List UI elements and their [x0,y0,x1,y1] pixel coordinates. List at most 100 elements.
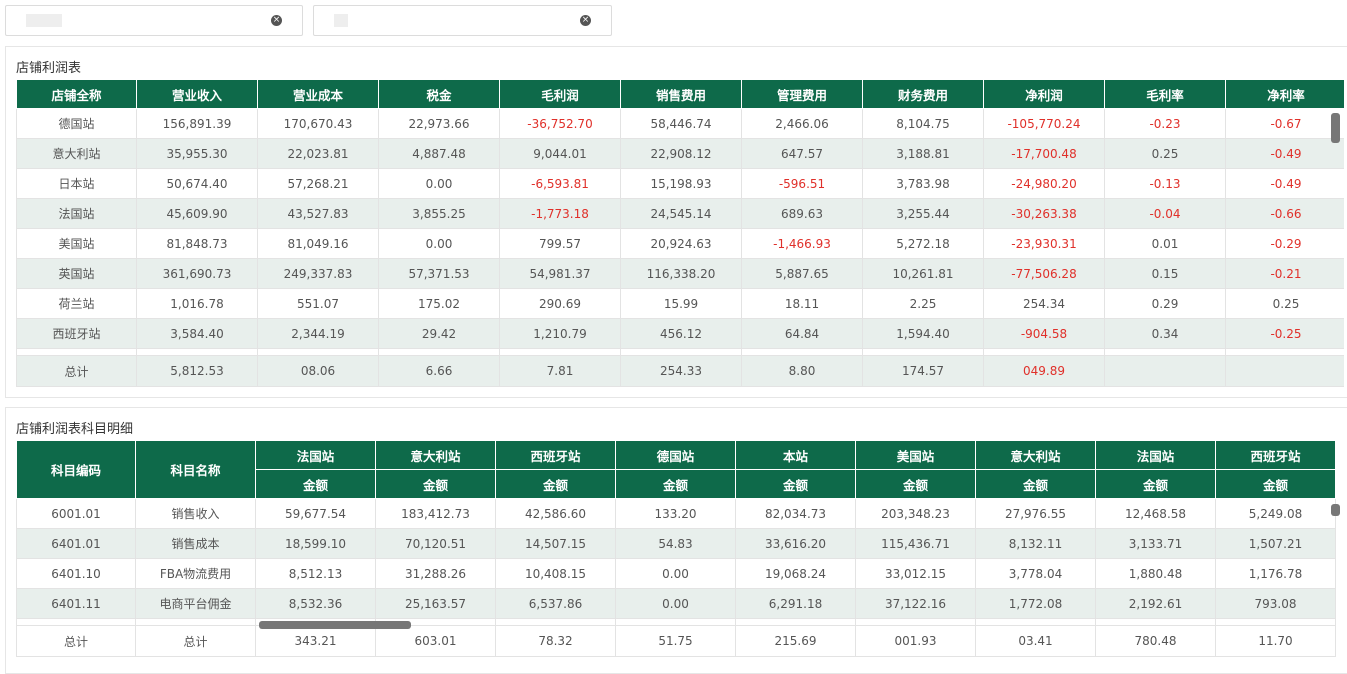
filter-input[interactable]: × [313,5,612,36]
clear-button[interactable]: × [271,15,282,26]
sub-header: 金额 [1095,469,1216,499]
table-cell: 1,210.79 [499,318,621,349]
table-cell: 0.00 [378,228,500,259]
table-cell [136,348,258,356]
column-header: 科目名称 [135,441,256,499]
table-row: 英国站 361,690.73 249,337.83 57,371.53 54,981.3… [16,258,1344,289]
table-cell: 174.57 [862,355,984,387]
table-row: 西班牙站 3,584.40 2,344.19 29.42 1,210.79 456.12 6… [16,318,1344,349]
filter-input[interactable]: × [5,5,303,36]
header-row: 店铺全称 营业收入 营业成本 税金 毛利润 销售费用 管理费用 财务费用 净利润 毛利率 净利率 [16,80,1344,109]
table-cell: 0.01 [1104,228,1226,259]
table-cell: -1,466.93 [741,228,863,259]
table-cell: 689.63 [741,198,863,229]
table-cell: 14,507.15 [495,528,616,559]
table-cell: 03.41 [975,625,1096,657]
table-cell: 551.07 [257,288,379,319]
table-cell: 647.57 [741,138,863,169]
table-body: 6001.01 销售收入 59,677.54 183,412.73 42,586.60 1… [16,498,1336,657]
scrollbar[interactable] [259,621,411,629]
table-cell [983,348,1105,356]
table-cell: -0.49 [1225,168,1344,199]
table-cell: 456.12 [620,318,742,349]
table-row [16,618,1336,626]
table-cell: 156,891.39 [136,108,258,139]
table-cell: 42,586.60 [495,498,616,529]
detail-table: 科目编码 科目名称 法国站 意大利站 西班牙站 德国站 本站 美国站 意大利站 法国站 西班牙站 金额… [16,441,1336,657]
table-cell: 3,783.98 [862,168,984,199]
table-cell: 64.84 [741,318,863,349]
table-wrap: 店铺全称 营业收入 营业成本 税金 毛利润 销售费用 管理费用 财务费用 净利润 毛利率 净利率 德国… [16,80,1344,387]
table-cell: 22,973.66 [378,108,500,139]
sub-header: 金额 [495,469,616,499]
table-cell: 290.69 [499,288,621,319]
column-header: 法国站 [1095,441,1216,470]
scrollbar[interactable] [1331,113,1340,143]
table-cell: 0.00 [615,588,736,619]
detail-panel: 店铺利润表科目明细 科目编码 科目名称 法国站 意大利站 西班牙站 德国站 本站 美国站 意大利… [5,407,1347,674]
table-row: 德国站 156,891.39 170,670.43 22,973.66 -36,752.… [16,108,1344,139]
table-cell: 18.11 [741,288,863,319]
table-cell: 0.15 [1104,258,1226,289]
table-cell: 11.70 [1215,625,1336,657]
table-cell [741,348,863,356]
scrollbar[interactable] [1331,504,1340,516]
table-cell: 意大利站 [16,138,137,169]
sub-header: 金额 [255,469,376,499]
table-cell: 总计 [16,625,136,657]
table-cell: 793.08 [1215,588,1336,619]
table-cell: -6,593.81 [499,168,621,199]
blurred-text [26,14,62,27]
clear-button[interactable]: × [580,15,591,26]
table-wrap: 科目编码 科目名称 法国站 意大利站 西班牙站 德国站 本站 美国站 意大利站 法国站 西班牙站 金额… [16,441,1344,663]
table-cell: 销售成本 [135,528,256,559]
table-cell [495,618,616,626]
table-cell [135,618,256,626]
table-cell: 35,955.30 [136,138,258,169]
table-cell: 1,772.08 [975,588,1096,619]
table-row: 法国站 45,609.90 43,527.83 3,855.25 -1,773.18 24… [16,198,1344,229]
table-cell: 3,855.25 [378,198,500,229]
table-cell: 31,288.26 [375,558,496,589]
table-cell: 70,120.51 [375,528,496,559]
column-header: 财务费用 [862,80,984,109]
table-cell: 5,272.18 [862,228,984,259]
table-cell: -0.67 [1225,108,1344,139]
table-cell: 43,527.83 [257,198,379,229]
table-cell: 33,616.20 [735,528,856,559]
table-cell: 78.32 [495,625,616,657]
table-row: 荷兰站 1,016.78 551.07 175.02 290.69 15.99 18.11 2… [16,288,1344,319]
table-cell [499,348,621,356]
table-cell: 0.25 [1225,288,1344,319]
table-cell: 1,507.21 [1215,528,1336,559]
sub-header: 金额 [855,469,976,499]
column-header: 法国站 [255,441,376,470]
table-cell [257,348,379,356]
column-header: 西班牙站 [1215,441,1336,470]
panel-title: 店铺利润表 [16,61,82,76]
table-cell: -0.66 [1225,198,1344,229]
column-header: 科目编码 [16,441,136,499]
table-cell: 25,163.57 [375,588,496,619]
column-header: 意大利站 [975,441,1096,470]
panel-title: 店铺利润表科目明细 [16,422,134,437]
table-cell: 3,778.04 [975,558,1096,589]
table-row: 美国站 81,848.73 81,049.16 0.00 799.57 20,924.63… [16,228,1344,259]
table-cell: 51.75 [615,625,736,657]
column-header: 西班牙站 [495,441,616,470]
column-header: 净利润 [983,80,1105,109]
table-cell: 6001.01 [16,498,136,529]
table-cell: 3,133.71 [1095,528,1216,559]
table-cell: 西班牙站 [16,318,137,349]
table-cell: 3,188.81 [862,138,984,169]
table-cell [1225,355,1344,387]
table-cell: 57,371.53 [378,258,500,289]
table-cell: 183,412.73 [375,498,496,529]
table-cell: 203,348.23 [855,498,976,529]
table-cell: 8,132.11 [975,528,1096,559]
table-cell: 799.57 [499,228,621,259]
table-cell: 24,545.14 [620,198,742,229]
column-header: 毛利润 [499,80,621,109]
table-cell: 15.99 [620,288,742,319]
table-cell: -0.25 [1225,318,1344,349]
